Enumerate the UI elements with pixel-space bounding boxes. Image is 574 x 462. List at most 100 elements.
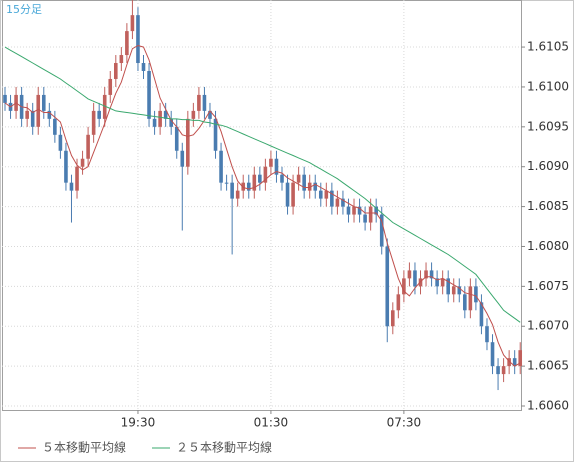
candle-body: [263, 166, 268, 183]
candle-body: [507, 358, 511, 367]
candle-body: [490, 342, 495, 367]
candle-body: [346, 206, 351, 215]
candle-body: [75, 166, 79, 191]
candle-body: [53, 118, 57, 135]
candle-body: [258, 174, 262, 183]
candle-body: [291, 182, 295, 207]
candle-body: [169, 118, 173, 127]
candle-body: [485, 326, 489, 343]
candle-body: [335, 198, 340, 207]
x-tick-label: 19:30: [121, 416, 156, 430]
candle-body: [197, 94, 201, 111]
legend-label: ２５本移動平均線: [176, 440, 272, 455]
y-tick-label: 1.6095: [527, 119, 569, 133]
candle-body: [158, 110, 162, 127]
legend-label: ５本移動平均線: [42, 440, 126, 455]
x-tick-label: 01:30: [254, 416, 289, 430]
candle-body: [269, 158, 273, 167]
candle-body: [246, 182, 251, 191]
moving-average-line: [4, 44, 521, 367]
candle-body: [47, 110, 52, 119]
candle-body: [341, 198, 345, 207]
chart-title: 15分足: [6, 3, 42, 16]
candle-body: [501, 366, 506, 375]
candle-body: [457, 286, 462, 295]
candle-body: [69, 182, 74, 191]
candle-body: [396, 294, 401, 311]
candle-body: [252, 174, 257, 191]
candle-body: [418, 278, 423, 287]
candle-body: [391, 310, 395, 327]
candle-body: [468, 286, 473, 311]
candle-body: [3, 94, 7, 103]
candle-body: [296, 174, 301, 183]
y-tick-label: 1.6090: [527, 159, 569, 173]
candle-body: [136, 15, 140, 64]
candle-body: [407, 270, 412, 279]
candle-body: [41, 94, 46, 111]
candle-body: [302, 174, 306, 191]
x-tick-label: 07:30: [387, 416, 422, 430]
candle-body: [30, 110, 35, 127]
candle-body: [224, 182, 229, 184]
candle-body: [446, 278, 450, 295]
candle-body: [385, 246, 390, 327]
candle-body: [186, 118, 190, 167]
y-tick-label: 1.6100: [527, 79, 569, 93]
candle-body: [474, 286, 478, 303]
y-tick-label: 1.6080: [527, 239, 569, 253]
candle-body: [307, 182, 312, 191]
candle-body: [91, 110, 96, 135]
candle-body: [379, 214, 384, 247]
candle-body: [174, 126, 179, 151]
candle-body: [330, 190, 334, 207]
candle-body: [219, 150, 223, 183]
candle-body: [318, 190, 323, 199]
candle-body: [180, 150, 185, 167]
candle-body: [512, 358, 517, 367]
candle-body: [163, 110, 168, 119]
candle-body: [374, 206, 378, 215]
candle-body: [141, 63, 146, 71]
candle-body: [58, 134, 63, 151]
candle-body: [102, 94, 107, 119]
candle-body: [108, 78, 113, 95]
candle-body: [213, 118, 218, 151]
candle-body: [463, 294, 467, 311]
candle-body: [125, 31, 129, 56]
candle-body: [479, 302, 484, 327]
candle-body: [274, 158, 279, 175]
candle-body: [191, 110, 196, 119]
candle-body: [80, 158, 85, 167]
candle-body: [280, 174, 284, 183]
candle-body: [130, 15, 135, 32]
candle-body: [202, 94, 207, 111]
y-tick-label: 1.6105: [527, 40, 569, 54]
candle-body: [424, 270, 428, 279]
candle-body: [496, 366, 500, 375]
candle-body: [241, 182, 246, 191]
candle-body: [208, 110, 212, 119]
candle-body: [25, 110, 29, 119]
candle-body: [36, 94, 41, 127]
candle-body: [285, 182, 290, 207]
candle-body: [147, 70, 151, 119]
moving-average-line: [4, 46, 521, 323]
candle-body: [451, 286, 456, 295]
candle-body: [97, 110, 101, 119]
candle-body: [357, 206, 362, 215]
candle-body: [440, 278, 445, 287]
candle-body: [64, 150, 68, 183]
candle-body: [235, 190, 240, 199]
y-tick-label: 1.6075: [527, 279, 569, 293]
candle-body: [230, 182, 234, 199]
candle-body: [114, 63, 118, 79]
y-tick-label: 1.6060: [527, 399, 569, 413]
candle-body: [352, 206, 356, 215]
candle-body: [152, 118, 157, 127]
plot-area: [2, 0, 522, 411]
candle-body: [324, 190, 329, 199]
candle-body: [402, 278, 406, 295]
candle-body: [518, 350, 523, 367]
